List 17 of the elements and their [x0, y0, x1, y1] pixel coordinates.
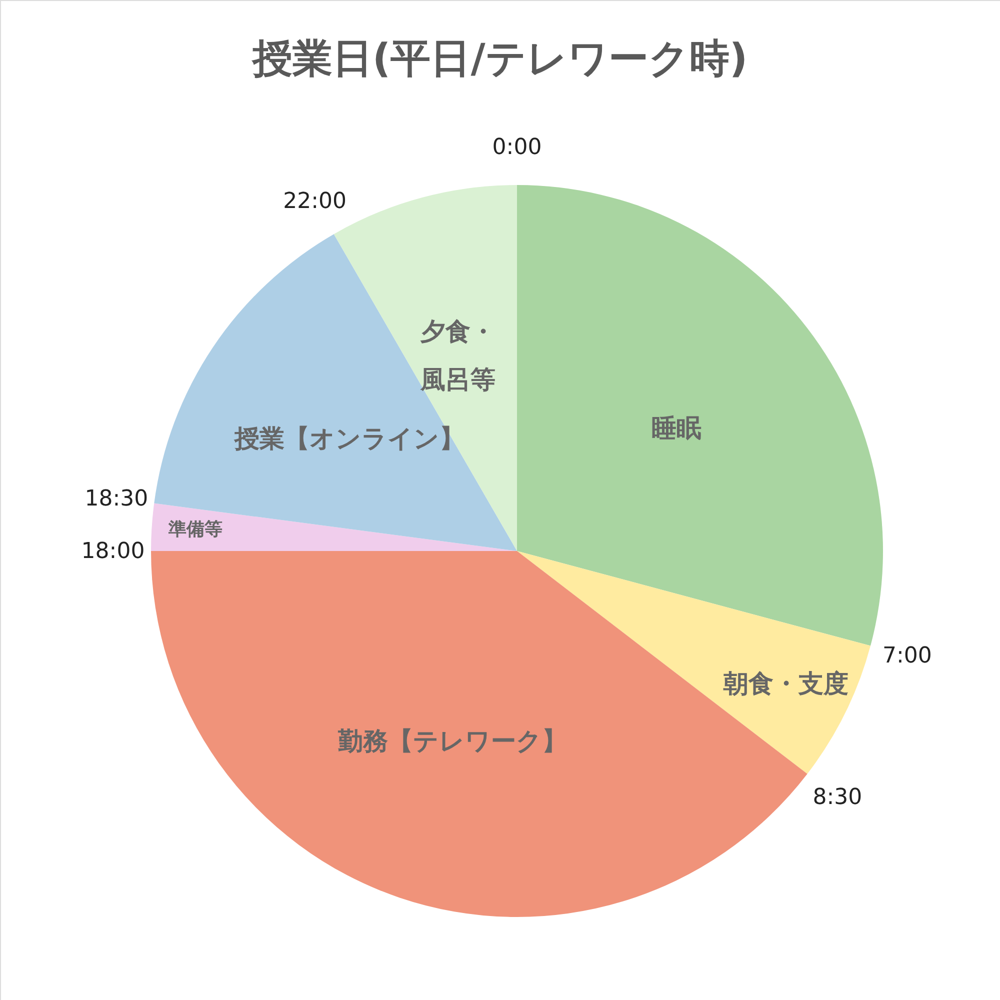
slice-label: 準備等	[168, 518, 223, 540]
text: 18:30	[84, 486, 148, 512]
pie-slice	[151, 503, 517, 551]
slice-label: 朝食・支度	[722, 668, 849, 698]
pie-slice	[517, 185, 883, 646]
text: 7:00	[882, 644, 932, 669]
text: 0:00	[492, 135, 542, 160]
text: 18:00	[81, 539, 145, 564]
slice-label: 勤務【テレワーク】	[336, 726, 567, 756]
text: 22:00	[283, 189, 347, 214]
slice-label: 睡眠	[652, 413, 702, 442]
slice-label: 夕食・風呂等	[420, 316, 496, 394]
text: 8:30	[812, 785, 862, 810]
slice-label: 授業【オンライン】	[234, 424, 465, 454]
chart-title: 授業日(平日/テレワーク時)	[250, 36, 748, 82]
pie-slice	[154, 234, 517, 551]
pie-slice	[517, 551, 871, 774]
